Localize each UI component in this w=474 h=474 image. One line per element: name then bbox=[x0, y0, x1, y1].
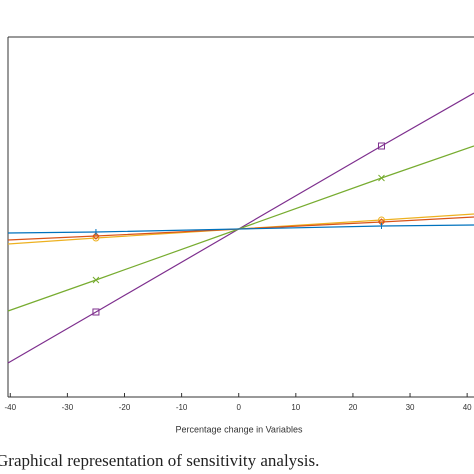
x-tick-label: -20 bbox=[119, 403, 131, 412]
x-tick-label: 30 bbox=[406, 403, 415, 412]
marker bbox=[378, 223, 385, 229]
x-tick-label: -30 bbox=[62, 403, 74, 412]
x-tick-label: 10 bbox=[291, 403, 300, 412]
marker bbox=[92, 232, 100, 240]
marker bbox=[92, 308, 100, 316]
x-axis-label: Percentage change in Variables bbox=[176, 424, 303, 434]
marker bbox=[377, 142, 385, 150]
marker bbox=[378, 174, 385, 182]
x-tick-label: -40 bbox=[5, 403, 17, 412]
x-tick-label: 20 bbox=[348, 403, 357, 412]
marker bbox=[92, 229, 99, 235]
x-tick-label: 40 bbox=[463, 403, 472, 412]
caption: Graphical representation of sensitivity … bbox=[0, 451, 319, 470]
x-tick-label: 0 bbox=[236, 403, 241, 412]
series-line bbox=[7, 224, 474, 234]
x-tick-label: -10 bbox=[176, 403, 188, 412]
marker bbox=[92, 276, 100, 284]
